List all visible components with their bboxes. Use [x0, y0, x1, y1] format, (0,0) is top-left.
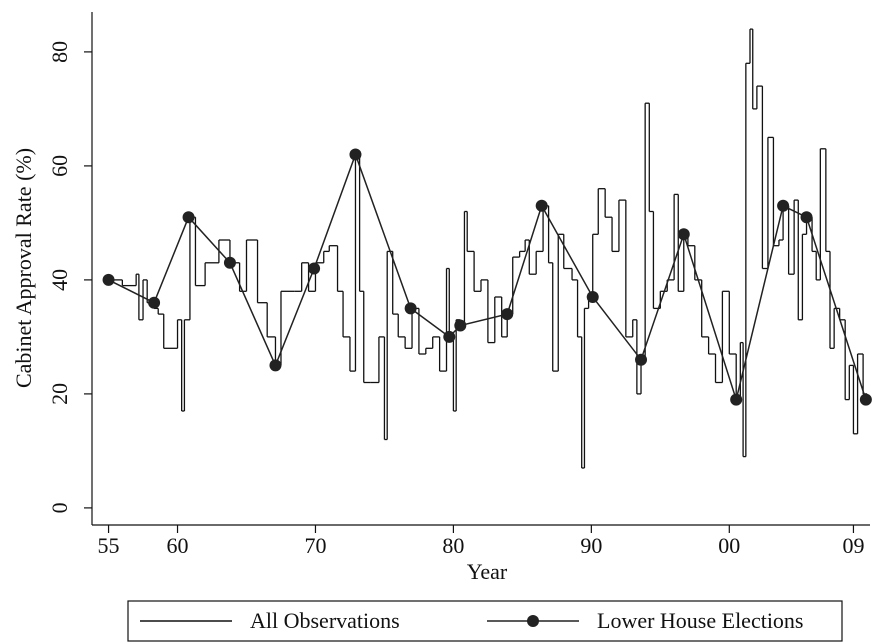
legend-marker — [527, 615, 539, 627]
y-tick-label: 0 — [47, 502, 72, 513]
election-marker — [535, 199, 548, 212]
election-line — [108, 152, 867, 403]
x-tick-label: 09 — [842, 533, 864, 558]
x-tick-label: 60 — [167, 533, 189, 558]
election-marker — [269, 359, 282, 372]
y-tick-label: 20 — [47, 383, 72, 405]
y-tick-label: 40 — [47, 269, 72, 291]
election-marker — [443, 330, 456, 343]
election-marker — [349, 148, 362, 161]
election-marker — [102, 273, 115, 286]
election-marker — [404, 302, 417, 315]
legend-box — [127, 600, 843, 642]
legend-label: Lower House Elections — [597, 608, 804, 633]
election-marker — [148, 296, 161, 309]
election-marker — [223, 256, 236, 269]
x-tick-label: 00 — [718, 533, 740, 558]
election-marker — [800, 211, 813, 224]
x-tick-label: 80 — [442, 533, 464, 558]
election-marker — [586, 291, 599, 303]
election-marker — [635, 353, 648, 366]
legend-label: All Observations — [250, 608, 400, 633]
election-marker — [859, 393, 872, 406]
y-tick-label: 80 — [47, 41, 72, 63]
x-tick-label: 90 — [580, 533, 602, 558]
y-axis-label: Cabinet Approval Rate (%) — [11, 148, 36, 388]
x-tick-label: 70 — [304, 533, 326, 558]
election-marker — [777, 199, 790, 212]
y-tick-label: 60 — [47, 155, 72, 177]
x-axis-label: Year — [467, 559, 508, 584]
election-marker — [454, 319, 467, 332]
election-marker — [501, 308, 514, 321]
election-marker — [730, 393, 743, 406]
x-tick-label: 55 — [98, 533, 120, 558]
election-marker — [182, 211, 195, 224]
election-marker — [677, 228, 690, 241]
election-marker — [308, 262, 321, 275]
